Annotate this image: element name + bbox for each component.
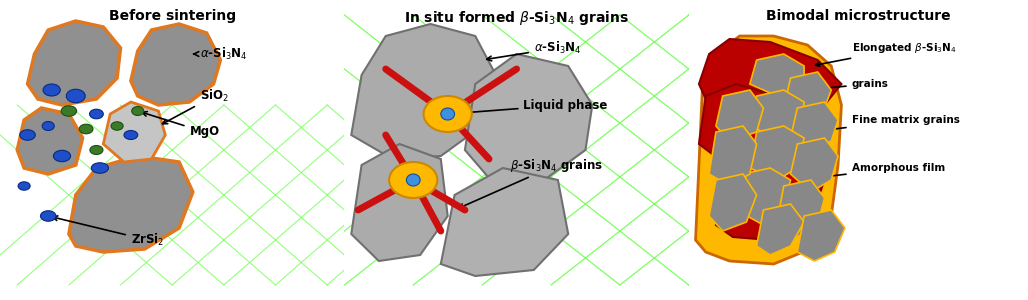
Polygon shape: [791, 102, 838, 150]
Ellipse shape: [89, 146, 103, 154]
Polygon shape: [757, 204, 804, 255]
Ellipse shape: [61, 106, 77, 116]
Polygon shape: [783, 72, 832, 117]
Polygon shape: [709, 126, 757, 186]
Text: Amorphous film: Amorphous film: [802, 163, 945, 181]
Ellipse shape: [390, 162, 437, 198]
Ellipse shape: [53, 150, 71, 162]
Text: Elongated $\beta$-Si$_3$N$_4$: Elongated $\beta$-Si$_3$N$_4$: [815, 41, 956, 66]
Text: MgO: MgO: [142, 112, 220, 139]
Polygon shape: [696, 36, 841, 264]
Polygon shape: [749, 90, 804, 138]
Text: SiO$_2$: SiO$_2$: [162, 88, 229, 124]
Polygon shape: [17, 108, 82, 174]
Polygon shape: [777, 180, 824, 237]
Text: Before sintering: Before sintering: [109, 9, 235, 23]
Polygon shape: [749, 126, 804, 180]
Text: ZrSi$_2$: ZrSi$_2$: [52, 216, 164, 248]
Polygon shape: [715, 144, 824, 240]
Polygon shape: [103, 102, 166, 162]
Ellipse shape: [42, 122, 54, 130]
Text: In situ formed $\beta$-Si$_3$N$_4$ grains: In situ formed $\beta$-Si$_3$N$_4$ grain…: [404, 9, 629, 27]
Polygon shape: [749, 54, 804, 96]
Ellipse shape: [424, 96, 472, 132]
Polygon shape: [715, 90, 764, 141]
Polygon shape: [352, 24, 495, 159]
Text: Liquid phase: Liquid phase: [452, 98, 608, 116]
Text: $\alpha$-Si$_3$N$_4$: $\alpha$-Si$_3$N$_4$: [486, 40, 581, 61]
Text: $\beta$-Si$_3$N$_4$ grains: $\beta$-Si$_3$N$_4$ grains: [458, 157, 602, 208]
Ellipse shape: [20, 130, 35, 140]
Polygon shape: [465, 54, 592, 186]
Polygon shape: [736, 168, 791, 225]
Polygon shape: [352, 144, 447, 261]
Ellipse shape: [89, 109, 104, 119]
Text: $\alpha$-Si$_3$N$_4$: $\alpha$-Si$_3$N$_4$: [193, 46, 248, 62]
Polygon shape: [441, 168, 568, 276]
Ellipse shape: [40, 211, 56, 221]
Polygon shape: [791, 138, 838, 192]
Ellipse shape: [111, 122, 123, 130]
Polygon shape: [69, 156, 193, 252]
Ellipse shape: [441, 108, 454, 120]
Ellipse shape: [406, 174, 420, 186]
Ellipse shape: [43, 84, 61, 96]
Text: grains: grains: [809, 79, 888, 91]
Ellipse shape: [132, 106, 144, 116]
Polygon shape: [798, 210, 845, 261]
Ellipse shape: [19, 182, 30, 190]
Polygon shape: [709, 174, 757, 231]
Text: Bimodal microstructure: Bimodal microstructure: [766, 9, 951, 23]
Ellipse shape: [79, 124, 93, 134]
Polygon shape: [699, 39, 841, 114]
Ellipse shape: [124, 130, 138, 140]
Ellipse shape: [91, 163, 109, 173]
Text: Fine matrix grains: Fine matrix grains: [815, 115, 959, 133]
Polygon shape: [699, 84, 804, 168]
Polygon shape: [131, 24, 220, 105]
Polygon shape: [28, 21, 120, 105]
Ellipse shape: [66, 89, 85, 103]
